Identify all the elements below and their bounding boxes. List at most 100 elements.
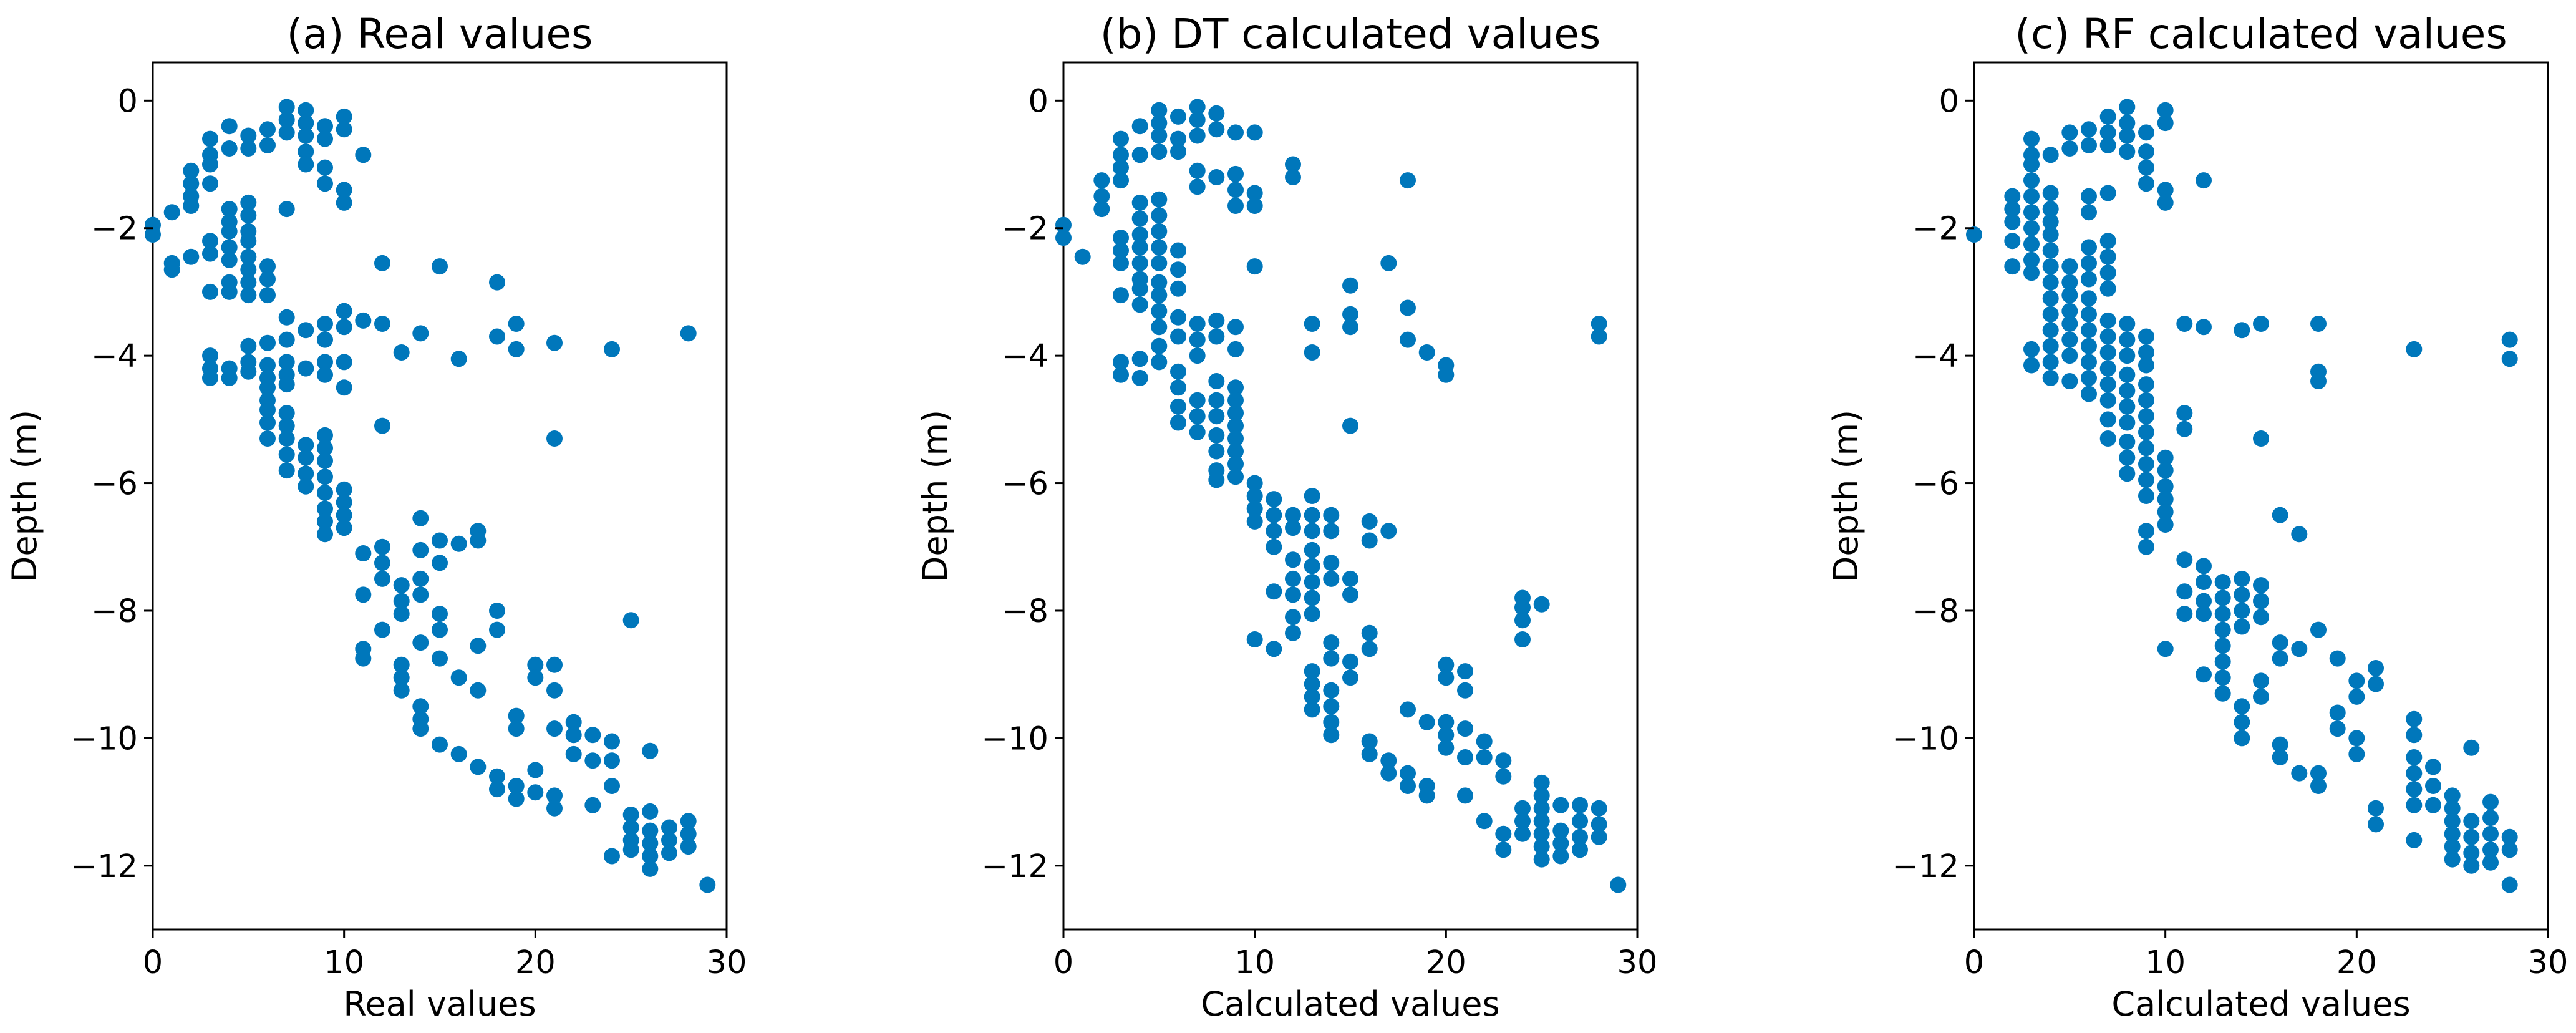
panel-b-data-point <box>1227 319 1244 336</box>
panel-c-data-point <box>2253 593 2269 609</box>
panel-b-data-point <box>1285 570 1301 587</box>
panel-c-data-point <box>2310 316 2327 332</box>
panel-a-data-point <box>642 803 659 820</box>
panel-a-data-point <box>393 577 410 594</box>
panel-c-data-point <box>2099 312 2116 329</box>
panel-a-data-point <box>336 379 352 396</box>
panel-c-data-point <box>2042 226 2059 243</box>
panel-b-data-point <box>1304 688 1320 705</box>
panel-b-data-point <box>1361 624 1378 641</box>
panel-c-data-point <box>2061 316 2078 332</box>
panel-b-data-point <box>1113 242 1129 259</box>
panel-b-data-point <box>1438 669 1455 686</box>
panel-b-data-point <box>1170 328 1186 345</box>
panel-b-data-point <box>1304 316 1320 332</box>
panel-b-data-point <box>1304 589 1320 606</box>
panel-c-data-point <box>2099 185 2116 201</box>
panel-a-data-point <box>450 669 467 686</box>
panel-a-data-point <box>432 621 448 638</box>
panel-a-data-point <box>298 127 314 144</box>
panel-c: (c) RF calculated values 0 10 20 30 0 −2 −4 −6 −… <box>1826 10 2568 1024</box>
panel-a-data-point <box>259 287 276 304</box>
panel-a-data-point <box>317 484 333 501</box>
panel-a-data-point <box>336 494 352 511</box>
panel-b-data-point <box>1227 417 1244 434</box>
panel-b-data-point <box>1610 876 1627 893</box>
panel-c-data-point <box>2196 319 2212 336</box>
panel-a-data-point <box>240 248 257 265</box>
panel-a-data-point <box>336 182 352 198</box>
panel-c-data-point <box>2463 828 2480 845</box>
panel-a-data-point <box>221 283 238 300</box>
panel-c-data-point <box>2253 609 2269 626</box>
panel-b-data-point <box>1361 745 1378 762</box>
panel-b-data-point <box>1208 121 1225 138</box>
panel-a-data-point <box>546 720 563 737</box>
panel-b-data-point <box>1304 676 1320 692</box>
panel-a-data-point <box>298 143 314 160</box>
panel-b-data-point <box>1131 369 1148 386</box>
panel-a-data-point <box>546 430 563 447</box>
panel-c-data-point <box>2042 337 2059 354</box>
panel-a-data-point <box>661 832 677 848</box>
panel-c-data-point <box>2061 274 2078 291</box>
panel-c-data-point <box>2482 793 2499 810</box>
panel-b-data-point <box>1285 169 1301 185</box>
panel-c-data-point <box>2444 787 2461 804</box>
panel-c-data-point <box>2157 194 2174 211</box>
panel-b-data-point <box>1285 609 1301 626</box>
panel-a-data-point <box>259 137 276 153</box>
panel-c-data-point <box>2099 233 2116 250</box>
panel-b-data-point <box>1514 825 1531 842</box>
panel-b-data-point <box>1552 848 1569 865</box>
panel-a-data-point <box>508 341 525 357</box>
panel-b-data-point <box>1113 255 1129 271</box>
panel-b-data-point <box>1572 813 1588 830</box>
panel-a-data-point <box>298 115 314 132</box>
panel-b-data-point <box>1189 178 1206 195</box>
panel-b-data-point <box>1151 319 1168 336</box>
panel-c-data-point <box>2310 765 2327 782</box>
panel-b-data-point <box>1151 337 1168 354</box>
panel-a-data-point <box>565 714 582 730</box>
panel-a-y-tick-label: −8 <box>91 593 138 630</box>
panel-c-data-point <box>2444 813 2461 830</box>
panel-c-data-point <box>2119 366 2136 383</box>
panel-c-data-point <box>2138 472 2154 488</box>
panel-c-data-point <box>2176 606 2193 623</box>
panel-a-data-point <box>336 108 352 125</box>
panel-a-data-point <box>202 369 218 386</box>
panel-c-data-point <box>2157 641 2174 657</box>
panel-c-data-point <box>2004 233 2021 250</box>
panel-c-data-point <box>2081 306 2097 323</box>
panel-c-data-point <box>2368 816 2384 833</box>
panel-a-data-point <box>622 841 639 858</box>
panel-b-data-point <box>1304 344 1320 361</box>
panel-b-data-point <box>1533 851 1550 868</box>
panel-a-x-tick-label: 10 <box>324 944 364 981</box>
panel-b-data-point <box>1246 513 1263 530</box>
panel-a-data-point <box>145 226 161 243</box>
panel-b-x-tick-label: 30 <box>1617 944 1658 981</box>
panel-c-data-point <box>2272 736 2288 753</box>
panel-b-data-point <box>1151 287 1168 304</box>
panel-a-data-point <box>240 233 257 250</box>
panel-c-data-point <box>2042 369 2059 386</box>
panel-b-data-point <box>1533 825 1550 842</box>
panel-c-x-tick-label: 0 <box>1964 944 1984 981</box>
panel-c-data-point <box>2061 331 2078 348</box>
panel-c-data-point <box>2081 290 2097 307</box>
panel-b-data-point <box>1131 226 1148 243</box>
panel-c-data-point <box>2368 660 2384 676</box>
panel-c-data-point <box>2406 832 2423 848</box>
panel-a-data-point <box>317 354 333 371</box>
panel-c-y-tick-label: −12 <box>1892 848 1959 885</box>
panel-c-data-point <box>2081 322 2097 339</box>
panel-a-x-tick-label: 30 <box>707 944 747 981</box>
panel-c-data-point <box>2042 322 2059 339</box>
panel-a-data-point <box>565 745 582 762</box>
panel-c-data-point <box>2138 159 2154 176</box>
panel-b-data-point <box>1380 752 1397 769</box>
panel-c-data-point <box>2004 213 2021 230</box>
panel-c-data-point <box>2119 316 2136 332</box>
